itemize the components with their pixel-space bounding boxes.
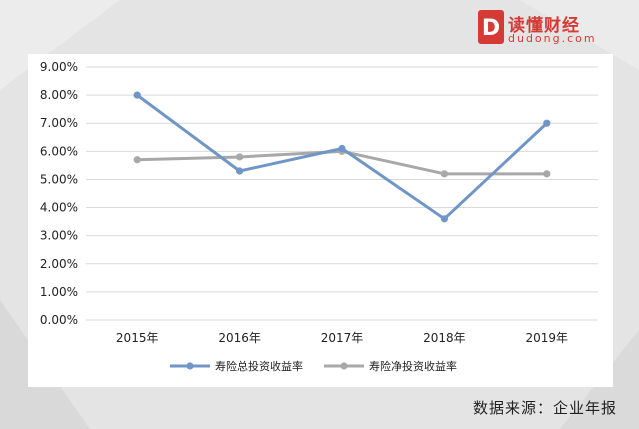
- chart-panel: 0.00% 1.00% 2.00% 3.00% 4.00% 5.00% 6.00% 7.00%…: [28, 54, 613, 387]
- x-tick-label: 2019年: [526, 331, 569, 345]
- data-point: [133, 91, 141, 99]
- legend-swatch-marker: [186, 362, 194, 370]
- brand-logo: D 读懂财经 dudong.com: [478, 8, 628, 50]
- data-point: [440, 170, 448, 178]
- brand-domain: dudong.com: [508, 32, 597, 45]
- source-note: 数据来源：企业年报: [472, 399, 617, 417]
- line-chart: 0.00% 1.00% 2.00% 3.00% 4.00% 5.00% 6.00% 7.00%…: [40, 60, 598, 373]
- y-tick-label: 9.00%: [40, 60, 78, 74]
- data-point: [133, 156, 141, 164]
- y-tick-label: 3.00%: [40, 229, 78, 243]
- brand-mark-letter: D: [482, 16, 500, 41]
- data-point: [440, 215, 448, 223]
- y-tick-label: 7.00%: [40, 116, 78, 130]
- legend-label: 寿险总投资收益率: [215, 359, 303, 373]
- data-point: [543, 119, 551, 127]
- y-tick-label: 1.00%: [40, 285, 78, 299]
- brand-name: 读懂财经: [508, 16, 580, 36]
- x-tick-label: 2017年: [321, 331, 364, 345]
- y-tick-label: 2.00%: [40, 257, 78, 271]
- brand-mark-icon: D: [478, 10, 504, 44]
- data-point: [236, 153, 244, 161]
- x-tick-label: 2016年: [218, 331, 261, 345]
- y-tick-label: 0.00%: [40, 313, 78, 327]
- legend-swatch-marker: [340, 362, 348, 370]
- data-point: [543, 170, 551, 178]
- x-tick-label: 2018年: [423, 331, 466, 345]
- data-point: [236, 167, 244, 175]
- x-tick-label: 2015年: [116, 331, 159, 345]
- y-tick-label: 5.00%: [40, 172, 78, 186]
- data-point: [338, 144, 346, 153]
- legend-label: 寿险净投资收益率: [369, 359, 457, 373]
- y-tick-label: 4.00%: [40, 201, 78, 215]
- y-tick-label: 8.00%: [40, 88, 78, 102]
- y-tick-label: 6.00%: [40, 144, 78, 158]
